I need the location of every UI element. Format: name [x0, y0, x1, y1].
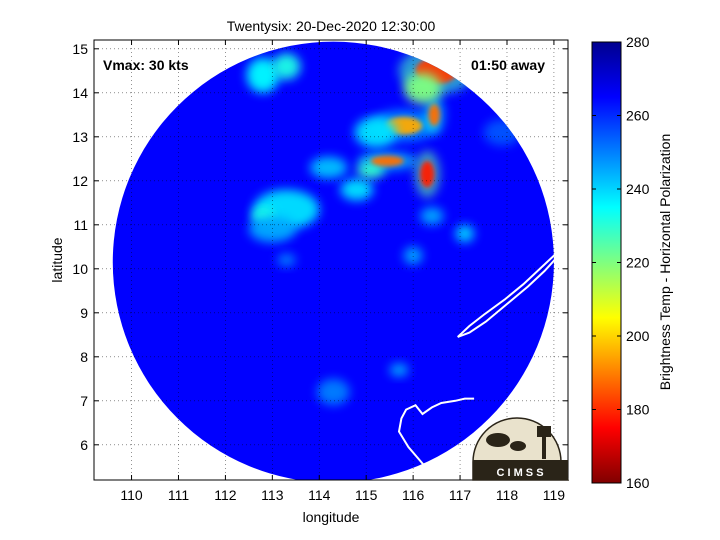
colorbar-tick-label: 240 — [626, 181, 650, 197]
plot-area — [94, 40, 568, 480]
y-tick-label: 6 — [80, 437, 88, 453]
feature-cell — [403, 73, 442, 104]
colorbar-tick-label: 200 — [626, 328, 650, 344]
vmax-annotation: Vmax: 30 kts — [103, 57, 189, 73]
logo-tower-legs — [542, 437, 546, 459]
x-tick-label: 119 — [543, 487, 566, 503]
coastline — [457, 241, 568, 338]
x-tick-label: 117 — [449, 487, 472, 503]
convection-features — [246, 47, 522, 406]
y-tick-label: 11 — [73, 217, 88, 233]
logo-dish-left — [486, 433, 510, 447]
feature-cell — [389, 363, 409, 377]
colorbar-gradient — [591, 41, 622, 484]
x-tick-label: 114 — [308, 487, 331, 503]
plot-frame — [93, 39, 569, 481]
colorbar-ticks: 160 180 200 220 240 260 280 — [592, 34, 650, 491]
x-tick-label: 116 — [402, 487, 425, 503]
colorbar: 160 180 200 220 240 260 280 Brightness Temp - … — [591, 34, 673, 491]
y-tick-label: 15 — [72, 41, 88, 57]
y-tick-label: 13 — [72, 129, 88, 145]
x-tick-label: 112 — [214, 487, 237, 503]
y-tick-label: 14 — [72, 85, 88, 101]
x-tick-label: 113 — [261, 487, 284, 503]
logo-text: C I M S S — [496, 467, 543, 479]
y-axis-label: latitude — [49, 237, 65, 282]
y-tick-label: 10 — [72, 261, 88, 277]
feature-cell — [309, 156, 348, 179]
logo-dish-right — [510, 441, 526, 451]
colorbar-tick-label: 180 — [626, 402, 650, 418]
feature-cell — [420, 161, 435, 188]
feature-cell — [370, 155, 404, 167]
feature-cell — [340, 178, 374, 201]
swath-image — [112, 41, 554, 480]
time-away-annotation: 01:50 away — [471, 57, 545, 73]
feature-cell — [246, 57, 280, 93]
feature-cell — [403, 246, 423, 265]
chart-title: Twentysix: 20-Dec-2020 12:30:00 — [227, 18, 436, 34]
x-tick-label: 110 — [120, 487, 143, 503]
x-tick-label: 118 — [496, 487, 519, 503]
logo-ground — [473, 460, 568, 480]
logo-water-tower — [537, 426, 551, 437]
cimss-logo: C I M S S — [472, 417, 570, 481]
feature-cell — [354, 116, 397, 148]
colorbar-label: Brightness Temp - Horizontal Polarizatio… — [657, 134, 673, 391]
feature-cell — [248, 216, 296, 243]
x-tick-label: 115 — [355, 487, 378, 503]
y-tick-label: 9 — [80, 305, 88, 321]
axis-ticks: 110 111 112 113 114 115 116 117 118 119 6 7 8 9 10 11 12… — [72, 40, 568, 503]
coastline — [457, 254, 560, 338]
feature-cell — [316, 378, 350, 406]
y-tick-label: 12 — [72, 173, 88, 189]
feature-cell — [428, 103, 440, 126]
feature-cell — [277, 253, 296, 267]
colorbar-tick-label: 220 — [626, 255, 650, 271]
x-axis-label: longitude — [303, 509, 360, 525]
feature-cell — [272, 53, 301, 80]
swath-disc — [112, 41, 554, 480]
grid-lines — [94, 40, 568, 480]
y-tick-label: 8 — [80, 349, 88, 365]
x-tick-label: 111 — [168, 487, 189, 503]
feature-cell — [455, 224, 475, 243]
colorbar-tick-label: 260 — [626, 108, 650, 124]
colorbar-tick-label: 280 — [626, 34, 650, 50]
colorbar-tick-label: 160 — [626, 475, 650, 491]
feature-cell — [420, 207, 444, 225]
y-tick-label: 7 — [80, 393, 88, 409]
coastline — [397, 397, 475, 480]
